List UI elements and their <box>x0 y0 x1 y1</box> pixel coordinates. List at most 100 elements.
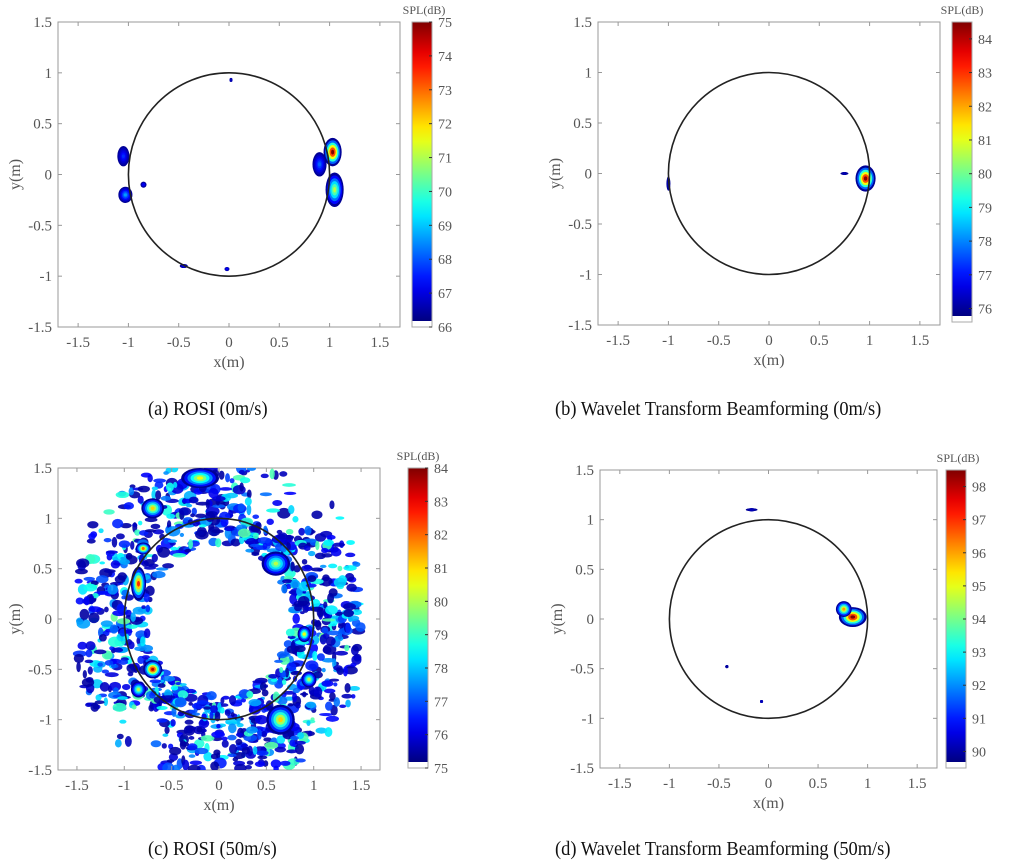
colorbar-tick-label: 81 <box>978 134 992 149</box>
speckle <box>184 688 197 694</box>
speckle <box>263 684 269 688</box>
hotspot-contour <box>123 193 127 197</box>
speckle <box>125 624 138 629</box>
speckle <box>83 576 96 581</box>
speckle <box>155 490 162 501</box>
speckle <box>245 537 259 546</box>
speckle <box>251 552 260 556</box>
hotspot-contour <box>273 561 279 566</box>
x-tick-label: -1 <box>118 778 131 794</box>
hotspot-contour <box>225 267 229 271</box>
speckle <box>93 665 103 673</box>
speckle <box>195 501 210 506</box>
speckle <box>77 641 88 650</box>
speckle <box>134 646 147 652</box>
speckle <box>140 472 152 478</box>
colorbar-tick-label: 95 <box>972 580 986 595</box>
speckle <box>134 529 141 536</box>
speckle <box>200 735 215 742</box>
colorbar-tick-label: 76 <box>434 729 448 744</box>
speckle <box>151 553 158 563</box>
speckle <box>170 685 179 691</box>
speckle <box>85 641 96 651</box>
speckle <box>236 714 241 725</box>
speckle <box>112 702 127 712</box>
speckle <box>266 518 274 525</box>
speckle <box>296 732 305 740</box>
speckle <box>321 627 329 634</box>
speckle <box>295 758 306 763</box>
colorbar-tick-label: 68 <box>438 253 452 268</box>
colorbar-label: SPL(dB) <box>403 3 446 17</box>
speckle <box>189 760 202 766</box>
speckle <box>143 593 150 603</box>
speckle <box>292 692 298 703</box>
y-tick-label: 1 <box>587 513 595 529</box>
speckle <box>141 655 150 660</box>
panel-d: -1.5 -1 -0.5 0 0.5 1 1.5 -1.5 -1 -0.5 0 0.5 1 1.5 x(m)… <box>530 440 1024 820</box>
speckle <box>235 699 243 704</box>
speckle <box>315 619 322 631</box>
speckle <box>259 492 272 497</box>
speckle <box>281 579 293 584</box>
speckle <box>212 504 226 509</box>
y-tick-label: 0 <box>45 612 53 628</box>
colorbar-label: SPL(dB) <box>937 451 980 465</box>
speckle <box>228 744 238 754</box>
x-tick-label: -0.5 <box>160 778 184 794</box>
x-tick-label: 1.5 <box>911 333 930 349</box>
x-tick-label: 1.5 <box>908 776 927 792</box>
speckle <box>221 739 229 748</box>
speckle <box>227 753 237 758</box>
speckle <box>279 666 284 673</box>
speckle <box>343 602 357 611</box>
speckle <box>107 584 118 595</box>
speckle <box>301 565 313 572</box>
speckle <box>95 575 109 584</box>
speckle <box>334 650 349 656</box>
speckle <box>325 605 338 615</box>
speckle <box>310 567 324 572</box>
colorbar <box>412 22 432 321</box>
speckle <box>229 478 235 484</box>
colorbar <box>408 468 428 762</box>
speckle <box>93 649 107 655</box>
speckle <box>336 667 344 676</box>
speckle <box>188 539 193 550</box>
colorbar-tick-label: 92 <box>972 679 986 694</box>
speckle <box>174 697 187 708</box>
hotspot-contour <box>137 580 140 587</box>
speckle <box>116 733 124 740</box>
speckle <box>328 563 338 569</box>
speckle <box>145 604 151 613</box>
speckle <box>307 575 317 582</box>
speckle <box>119 559 131 565</box>
speckle <box>351 654 362 665</box>
speckle <box>96 591 110 595</box>
y-tick-label: 1.5 <box>575 463 594 479</box>
speckle <box>177 690 189 699</box>
speckle <box>277 676 283 685</box>
y-axis-label: y(m) <box>547 158 564 189</box>
speckle <box>92 592 99 599</box>
speckle <box>104 660 114 666</box>
speckle <box>141 605 146 609</box>
speckle <box>308 685 315 696</box>
x-tick-label: -0.5 <box>167 335 191 351</box>
colorbar-tick-label: 82 <box>978 100 992 115</box>
speckle <box>293 604 303 612</box>
speckle <box>73 653 85 664</box>
hotspot-contour <box>850 615 856 619</box>
speckle <box>324 727 333 737</box>
speckle <box>163 537 169 544</box>
speckle <box>342 666 348 677</box>
speckle <box>155 567 169 571</box>
speckle <box>352 609 363 616</box>
speckle <box>285 528 294 535</box>
speckle <box>111 536 118 548</box>
speckle <box>311 510 323 520</box>
speckle <box>254 714 268 725</box>
speckle <box>339 704 347 708</box>
x-axis-label: x(m) <box>213 354 244 371</box>
speckle <box>329 500 335 510</box>
